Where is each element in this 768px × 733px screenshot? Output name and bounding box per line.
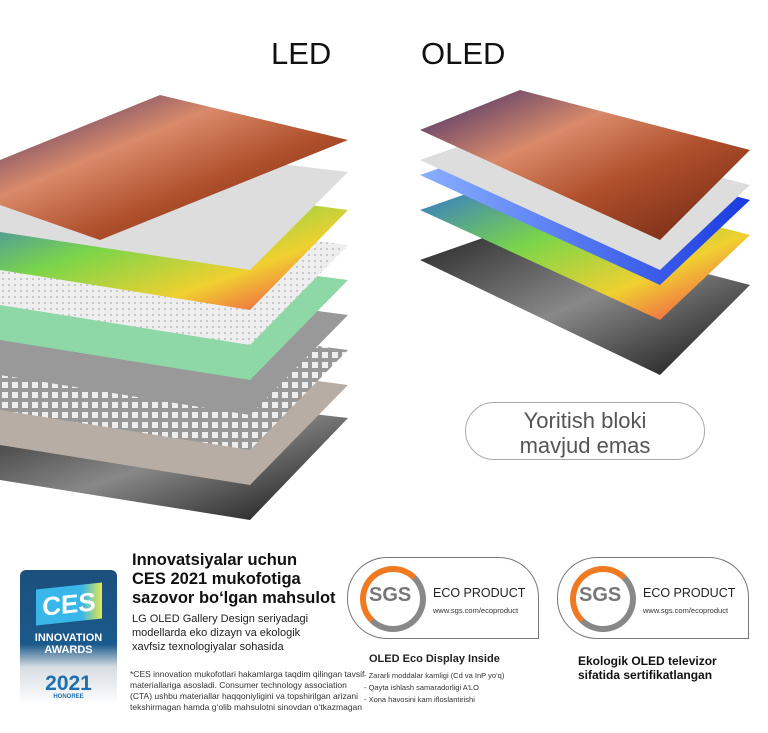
ces-honoree: HONOREE (53, 694, 84, 700)
heading-line: CES 2021 mukofotiga (132, 570, 301, 588)
list-item: - Zararli moddalar kamligi (Cd va InP yo… (364, 671, 505, 680)
sgs2-caption: Ekologik OLED televizor sifatida sertifi… (578, 654, 717, 682)
led-title: LED (271, 36, 332, 71)
sgs-url: www.sgs.com/ecoproduct (643, 606, 729, 615)
description-line: LG OLED Gallery Design seriyadagi (132, 613, 309, 625)
description-line: modellarda eko dizayn va ekologik (132, 627, 301, 639)
oled-layer-back (420, 225, 750, 375)
sgs-label: ECO PRODUCT (643, 586, 736, 600)
award-footnote: *CES innovation mukofotlari hakamlarga t… (130, 669, 365, 712)
sgs-eco-badge-2: SGS ECO PRODUCT www.sgs.com/ecoproduct (557, 557, 749, 639)
led-layer-image (0, 95, 348, 240)
ces-logo-text: CES (35, 582, 102, 626)
no-backlight-badge: Yoritish bloki mavjud emas (465, 402, 705, 460)
led-stack (0, 95, 348, 520)
ces-award-logo: CES INNOVATION AWARDS 2021 HONOREE (20, 570, 117, 705)
sgs-ring-icon (360, 566, 426, 632)
sgs-code: SGS (579, 584, 622, 606)
sgs1-caption: OLED Eco Display Inside (369, 653, 500, 665)
award-heading: Innovatsiyalar uchun CES 2021 mukofotiga… (132, 551, 336, 608)
award-description: LG OLED Gallery Design seriyadagi modell… (132, 612, 308, 654)
heading-line: sazovor bo‘lgan mahsulot (132, 589, 336, 607)
sgs-label: ECO PRODUCT (433, 586, 526, 600)
ces-year: 2021 (45, 672, 92, 695)
ces-line2: AWARDS (44, 644, 93, 656)
sgs-ring-icon (570, 566, 636, 632)
caption-line: Ekologik OLED televizor (578, 654, 717, 668)
sgs-eco-badge-1: SGS ECO PRODUCT www.sgs.com/ecoproduct (347, 557, 539, 639)
list-item: - Xona havosini kam ifloslantirishi (364, 695, 475, 704)
caption-line: sifatida sertifikatlangan (578, 668, 713, 682)
heading-line: Innovatsiyalar uchun (132, 551, 298, 569)
oled-stack (420, 90, 750, 375)
sgs1-list: - Zararli moddalar kamligi (Cd va InP yo… (364, 670, 504, 706)
badge-line-2: mavjud emas (519, 433, 651, 458)
layer-diagram (0, 90, 750, 520)
badge-line-1: Yoritish bloki (523, 408, 647, 433)
list-item: - Qayta ishlash samaradorligi A’LO (364, 683, 479, 692)
ces-line1: INNOVATION (34, 632, 103, 644)
sgs-url: www.sgs.com/ecoproduct (433, 606, 519, 615)
oled-title: OLED (421, 36, 506, 71)
oled-layer-image (420, 90, 750, 240)
sgs-code: SGS (369, 584, 412, 606)
description-line: xavfsiz texnologiyalar sohasida (132, 641, 284, 653)
